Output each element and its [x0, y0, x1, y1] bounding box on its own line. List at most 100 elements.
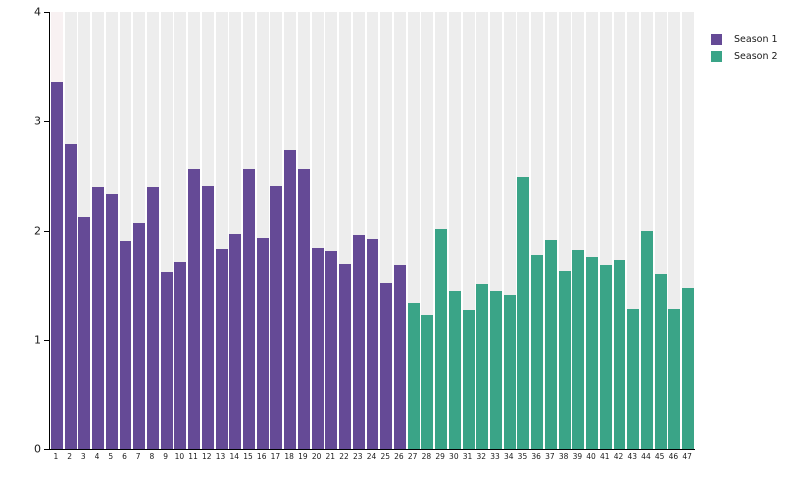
- x-tick-label-8: 8: [149, 452, 155, 461]
- x-tick-label-42: 42: [613, 452, 624, 461]
- bar-season1-4: [92, 186, 104, 449]
- legend-swatch-season-2: [711, 51, 722, 62]
- x-tick-label-9: 9: [163, 452, 169, 461]
- bar-season1-26: [393, 265, 406, 449]
- bar-season1-7: [133, 222, 146, 449]
- x-tick-label-10: 10: [174, 452, 185, 461]
- x-tick-label-13: 13: [215, 452, 226, 461]
- category-band-45: [654, 12, 667, 449]
- category-band-23: [352, 12, 365, 449]
- category-band-24: [366, 12, 379, 449]
- bar-season1-11: [188, 169, 201, 449]
- category-band-43: [627, 12, 640, 449]
- bar-season1-14: [229, 233, 242, 449]
- bar-season2-38: [558, 270, 571, 449]
- category-band-26: [393, 12, 406, 449]
- bar-season1-15: [243, 169, 255, 449]
- bar-season2-42: [613, 260, 626, 449]
- x-tick-label-24: 24: [366, 452, 377, 461]
- x-tick-label-28: 28: [421, 452, 432, 461]
- y-tick-label-4: 4: [34, 5, 41, 19]
- bar-season2-37: [544, 240, 557, 449]
- y-tick-label-1: 1: [34, 333, 41, 347]
- x-tick-label-1: 1: [53, 452, 59, 461]
- x-tick-label-7: 7: [135, 452, 141, 461]
- plot-area: [49, 12, 695, 450]
- x-tick-label-41: 41: [600, 452, 610, 461]
- x-tick-label-38: 38: [558, 452, 569, 461]
- category-band-32: [476, 12, 489, 449]
- bar-season1-19: [297, 169, 310, 449]
- x-tick-label-6: 6: [122, 452, 127, 461]
- x-tick-label-5: 5: [108, 452, 114, 461]
- bar-season1-1: [50, 81, 63, 449]
- y-tick-mark-2: [44, 230, 49, 232]
- legend-item-season-2: Season 2: [711, 48, 778, 65]
- category-band-27: [407, 12, 420, 449]
- category-band-42: [613, 12, 626, 449]
- legend-item-season-1: Season 1: [711, 31, 778, 48]
- x-tick-label-22: 22: [339, 452, 349, 461]
- y-tick-mark-4: [44, 12, 49, 13]
- x-tick-label-15: 15: [243, 452, 253, 461]
- x-tick-label-40: 40: [586, 452, 596, 461]
- category-band-22: [339, 12, 352, 449]
- x-tick-label-12: 12: [202, 452, 212, 461]
- bar-season1-2: [64, 144, 77, 449]
- y-tick-mark-0: [44, 449, 49, 450]
- category-band-40: [586, 12, 599, 449]
- x-tick-label-35: 35: [517, 452, 528, 461]
- bar-season1-16: [256, 238, 269, 449]
- x-tick-label-34: 34: [503, 452, 514, 461]
- bar-season1-23: [352, 234, 365, 449]
- category-band-47: [682, 12, 695, 449]
- category-band-30: [448, 12, 461, 449]
- bar-season1-22: [339, 264, 352, 449]
- bar-season1-5: [105, 194, 118, 449]
- x-tick-label-23: 23: [352, 452, 363, 461]
- x-tick-label-36: 36: [531, 452, 541, 461]
- legend-label-season-2: Season 2: [734, 51, 778, 62]
- bar-season1-24: [366, 239, 379, 449]
- bar-season2-27: [407, 302, 420, 449]
- category-band-25: [380, 12, 393, 449]
- bar-season2-29: [435, 229, 448, 449]
- bar-season2-31: [462, 310, 475, 449]
- category-band-33: [490, 12, 502, 449]
- bar-season2-44: [640, 230, 653, 449]
- x-tick-label-31: 31: [462, 452, 473, 461]
- x-tick-label-20: 20: [311, 452, 322, 461]
- category-band-38: [558, 12, 571, 449]
- x-tick-label-17: 17: [270, 452, 281, 461]
- category-band-31: [462, 12, 475, 449]
- bar-season2-33: [490, 290, 502, 449]
- bar-season2-30: [448, 290, 461, 449]
- x-tick-label-39: 39: [572, 452, 583, 461]
- x-tick-label-3: 3: [80, 452, 86, 461]
- x-tick-label-46: 46: [668, 452, 679, 461]
- category-band-41: [599, 12, 612, 449]
- x-tick-label-4: 4: [94, 452, 100, 461]
- category-band-16: [256, 12, 269, 449]
- bar-season2-39: [572, 250, 585, 449]
- x-tick-label-14: 14: [229, 452, 240, 461]
- y-tick-label-3: 3: [34, 114, 41, 128]
- bar-season1-9: [160, 272, 173, 449]
- category-band-20: [311, 12, 324, 449]
- bar-season1-25: [380, 282, 393, 449]
- category-band-28: [421, 12, 434, 449]
- category-band-34: [503, 12, 516, 449]
- legend-swatch-season-1: [711, 34, 722, 45]
- category-band-10: [174, 12, 187, 449]
- category-band-37: [544, 12, 557, 449]
- category-band-39: [572, 12, 585, 449]
- bar-season2-28: [421, 314, 434, 449]
- bar-season2-40: [586, 256, 599, 449]
- x-tick-label-37: 37: [545, 452, 555, 461]
- x-tick-label-11: 11: [188, 452, 198, 461]
- x-tick-label-45: 45: [654, 452, 665, 461]
- x-tick-label-32: 32: [476, 452, 487, 461]
- category-band-6: [119, 12, 132, 449]
- x-tick-label-26: 26: [394, 452, 404, 461]
- legend-label-season-1: Season 1: [734, 34, 778, 45]
